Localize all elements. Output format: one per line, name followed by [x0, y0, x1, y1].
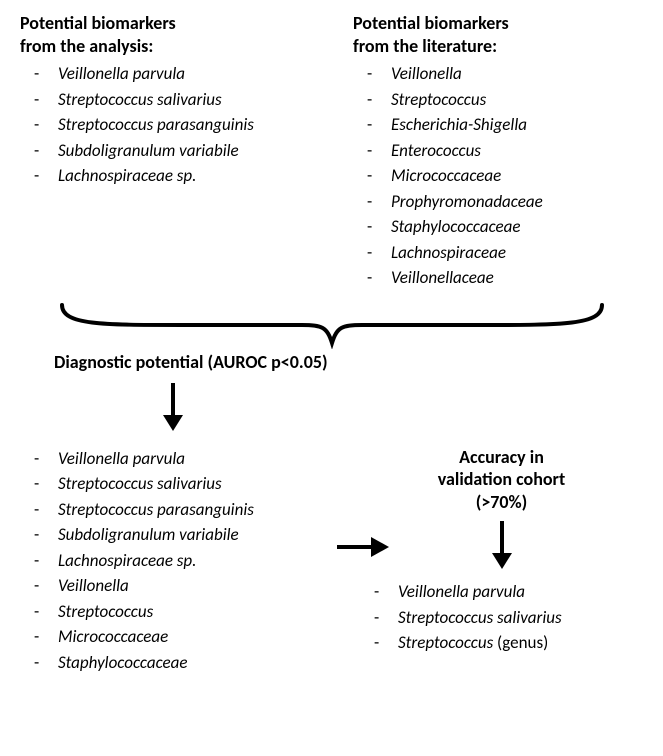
list-item: Lachnospiraceae [357, 240, 643, 266]
list-item: Prophyromonadaceae [357, 189, 643, 215]
arrow-down-2 [360, 519, 643, 571]
analysis-heading-line1: Potential biomarkers [20, 12, 176, 34]
list-item: Subdoligranulum variabile [24, 522, 350, 548]
diagnostic-label: Diagnostic potential (AUROC p<0.05) [54, 351, 643, 373]
analysis-heading-line2: from the analysis: [20, 35, 153, 57]
list-item: Veillonella parvula [24, 61, 330, 87]
list-item: Streptococcus parasanguinis [24, 112, 330, 138]
analysis-column: Potential biomarkers from the analysis: … [20, 12, 330, 291]
curly-brace-icon [42, 297, 622, 349]
validation-heading: Accuracy in validation cohort (>70%) [360, 446, 643, 514]
validation-results-list: Veillonella parvula Streptococcus saliva… [360, 579, 643, 656]
top-row: Potential biomarkers from the analysis: … [20, 12, 643, 291]
validation-heading-line1: Accuracy in [459, 446, 544, 468]
arrow-down-icon [160, 381, 186, 433]
brace-connector [20, 297, 643, 349]
list-item: Veillonella [24, 573, 350, 599]
list-item: Veillonella [357, 61, 643, 87]
list-item: Micrococcaceae [24, 624, 350, 650]
literature-heading: Potential biomarkers from the literature… [353, 12, 643, 57]
list-item: Streptococcus salivarius [24, 87, 330, 113]
arrow-right-icon [335, 534, 391, 560]
genus-note: (genus) [493, 632, 548, 653]
list-item: Escherichia-Shigella [357, 112, 643, 138]
list-item: Enterococcus [357, 138, 643, 164]
list-item: Streptococcus salivarius [364, 605, 643, 631]
list-item: Streptococcus [24, 599, 350, 625]
list-item: Streptococcus (genus) [364, 630, 643, 656]
arrow-down-icon [489, 519, 515, 571]
auroc-results-column: Veillonella parvula Streptococcus saliva… [20, 446, 350, 676]
list-item: Staphylococcaceae [357, 214, 643, 240]
list-item: Lachnospiraceae sp. [24, 548, 350, 574]
analysis-heading: Potential biomarkers from the analysis: [20, 12, 330, 57]
validation-heading-line3: (>70%) [476, 491, 528, 513]
validation-heading-line2: validation cohort [438, 468, 565, 490]
genus-name: Streptococcus [398, 632, 493, 653]
bottom-row: Veillonella parvula Streptococcus saliva… [20, 446, 643, 676]
list-item: Streptococcus parasanguinis [24, 497, 350, 523]
list-item: Micrococcaceae [357, 163, 643, 189]
arrow-right [335, 534, 391, 565]
literature-column: Potential biomarkers from the literature… [353, 12, 643, 291]
analysis-list: Veillonella parvula Streptococcus saliva… [20, 61, 330, 189]
arrow-down-1 [160, 381, 643, 438]
list-item: Streptococcus salivarius [24, 471, 350, 497]
validation-column: Accuracy in validation cohort (>70%) Vei… [350, 446, 643, 676]
list-item: Veillonella parvula [24, 446, 350, 472]
list-item: Staphylococcaceae [24, 650, 350, 676]
auroc-results-list: Veillonella parvula Streptococcus saliva… [20, 446, 350, 676]
list-item: Lachnospiraceae sp. [24, 163, 330, 189]
list-item: Streptococcus [357, 87, 643, 113]
literature-list: Veillonella Streptococcus Escherichia-Sh… [353, 61, 643, 291]
literature-heading-line1: Potential biomarkers [353, 12, 509, 34]
literature-heading-line2: from the literature: [353, 35, 497, 57]
list-item: Veillonellaceae [357, 265, 643, 291]
list-item: Veillonella parvula [364, 579, 643, 605]
list-item: Subdoligranulum variabile [24, 138, 330, 164]
